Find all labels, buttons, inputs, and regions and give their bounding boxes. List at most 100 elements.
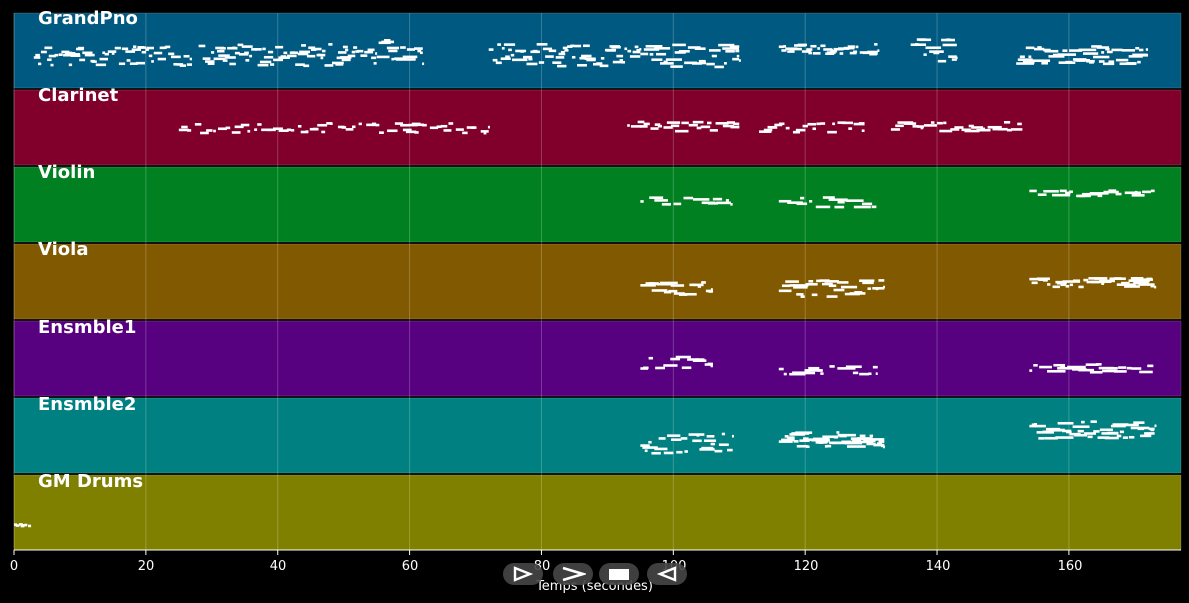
note xyxy=(462,131,468,135)
note xyxy=(710,442,716,446)
note xyxy=(1121,49,1136,52)
note xyxy=(217,49,225,53)
note xyxy=(321,130,326,134)
note xyxy=(811,293,818,297)
note xyxy=(229,62,236,66)
note xyxy=(1154,424,1157,428)
note xyxy=(783,372,787,376)
note xyxy=(942,43,957,47)
note xyxy=(121,47,129,51)
note xyxy=(1154,285,1157,289)
note xyxy=(1029,277,1040,281)
rewind-button[interactable] xyxy=(647,563,687,585)
note xyxy=(822,435,839,439)
note xyxy=(1083,278,1089,282)
note xyxy=(400,123,410,127)
note xyxy=(340,56,352,59)
note xyxy=(267,50,274,54)
note xyxy=(328,43,333,46)
note xyxy=(1089,370,1103,374)
note xyxy=(50,63,54,67)
note xyxy=(1131,367,1142,370)
note xyxy=(1097,194,1103,198)
note xyxy=(1059,189,1067,193)
note xyxy=(280,55,287,58)
note xyxy=(1078,368,1095,372)
x-tick-label: 0 xyxy=(9,559,19,574)
note xyxy=(833,435,838,439)
note xyxy=(917,125,924,128)
note xyxy=(1105,280,1112,284)
note xyxy=(183,54,190,58)
note xyxy=(871,438,885,441)
note xyxy=(1055,436,1074,439)
note xyxy=(796,444,808,448)
note xyxy=(283,51,288,55)
note xyxy=(670,357,681,361)
note xyxy=(1052,53,1058,57)
note xyxy=(805,282,818,286)
note xyxy=(629,55,641,58)
note xyxy=(1077,429,1084,433)
note xyxy=(815,205,831,209)
note xyxy=(88,53,95,57)
note xyxy=(649,53,654,56)
note xyxy=(1017,122,1022,126)
note xyxy=(571,55,576,59)
note xyxy=(526,62,538,66)
note xyxy=(789,47,802,51)
note xyxy=(810,44,817,48)
note xyxy=(675,129,689,133)
stop-button[interactable] xyxy=(599,563,639,585)
note xyxy=(557,64,567,68)
note xyxy=(1108,189,1117,192)
note xyxy=(684,292,697,296)
play-button[interactable] xyxy=(503,563,543,585)
note xyxy=(839,52,844,55)
note xyxy=(696,358,705,361)
note xyxy=(627,49,632,53)
note xyxy=(708,202,718,205)
forward-button[interactable] xyxy=(553,563,593,585)
note xyxy=(716,201,731,205)
note xyxy=(826,51,836,54)
note xyxy=(683,196,694,200)
note xyxy=(15,524,20,527)
note xyxy=(213,57,226,61)
note xyxy=(384,39,391,42)
note xyxy=(817,369,823,372)
note xyxy=(267,128,276,132)
note xyxy=(570,44,575,48)
track-label-ensmble2: Ensmble2 xyxy=(38,394,137,415)
note xyxy=(200,131,209,135)
note xyxy=(787,201,803,204)
note xyxy=(871,205,877,209)
note xyxy=(657,124,663,128)
note xyxy=(303,64,310,68)
note xyxy=(799,439,810,442)
note xyxy=(976,128,991,132)
note xyxy=(665,58,682,61)
note xyxy=(930,121,935,124)
note xyxy=(1089,192,1109,195)
note xyxy=(778,199,792,203)
forward-icon xyxy=(562,566,586,582)
note xyxy=(701,281,706,284)
note xyxy=(829,365,835,368)
note xyxy=(345,128,354,131)
note xyxy=(778,440,793,443)
note xyxy=(345,48,349,52)
note xyxy=(1150,428,1155,432)
note xyxy=(800,196,805,200)
note xyxy=(673,202,682,206)
note xyxy=(809,200,813,203)
note xyxy=(471,126,475,130)
note xyxy=(1081,420,1085,424)
note xyxy=(1093,55,1110,59)
note xyxy=(822,196,835,199)
note xyxy=(697,285,702,288)
note xyxy=(503,43,516,46)
note xyxy=(1102,62,1115,66)
note xyxy=(1048,55,1065,58)
note xyxy=(129,62,138,65)
